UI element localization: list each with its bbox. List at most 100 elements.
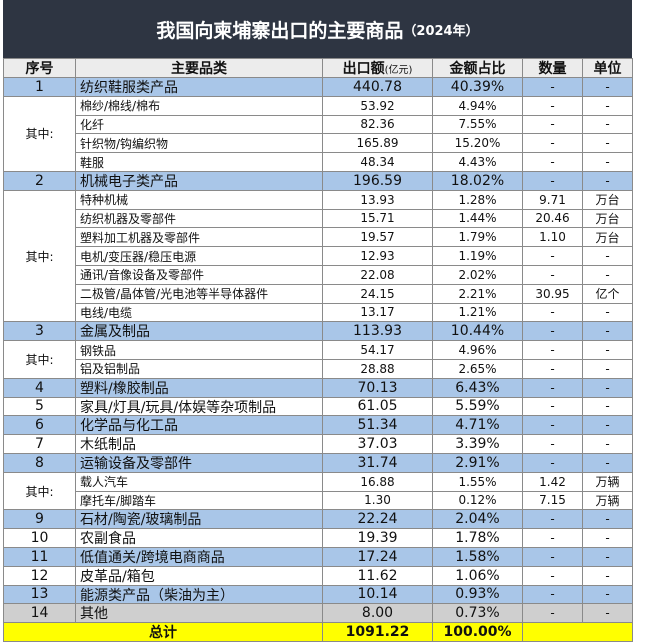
unit: -	[582, 528, 633, 548]
header-text: 出口额	[342, 61, 385, 77]
total-share: 100.00%	[432, 622, 523, 642]
quantity: -	[522, 77, 583, 97]
share: 7.55%	[432, 114, 523, 135]
header-cell: 金额占比	[432, 58, 523, 78]
amount: 24.15	[322, 283, 433, 304]
share: 1.78%	[432, 528, 523, 548]
quantity: -	[522, 359, 583, 379]
amount: 31.74	[322, 453, 433, 473]
share: 1.79%	[432, 227, 523, 248]
amount: 10.14	[322, 584, 433, 605]
quantity: -	[522, 95, 583, 116]
row-number: 8	[3, 453, 76, 473]
item-name: 铝及铝制品	[75, 359, 323, 379]
share: 10.44%	[432, 321, 523, 342]
item-name: 塑料加工机器及零部件	[75, 227, 323, 248]
share: 1.28%	[432, 189, 523, 210]
amount: 28.88	[322, 359, 433, 379]
quantity: -	[522, 302, 583, 323]
item-name: 化纤	[75, 114, 323, 135]
share: 1.55%	[432, 471, 523, 492]
row-number: 4	[3, 377, 76, 398]
amount: 61.05	[322, 396, 433, 417]
share: 6.43%	[432, 377, 523, 398]
item-name: 纺织机器及零部件	[75, 208, 323, 229]
quantity: -	[522, 603, 583, 624]
quantity: 7.15	[522, 490, 583, 511]
amount: 8.00	[322, 603, 433, 624]
amount: 70.13	[322, 377, 433, 398]
row-number: 3	[3, 321, 76, 342]
share: 1.58%	[432, 547, 523, 567]
header-cell: 出口额 (亿元)	[322, 58, 433, 78]
header-cell: 序号	[3, 58, 76, 78]
category-name: 纺织鞋服类产品	[75, 77, 323, 97]
quantity: -	[522, 340, 583, 360]
unit: -	[582, 434, 633, 454]
share: 1.06%	[432, 565, 523, 586]
quantity: -	[522, 152, 583, 172]
share: 4.94%	[432, 95, 523, 116]
unit: -	[582, 453, 633, 473]
category-name: 运输设备及零部件	[75, 453, 323, 473]
row-number: 13	[3, 584, 76, 605]
total-blank	[522, 622, 633, 642]
group-label: 其中:	[3, 95, 76, 172]
quantity: 1.10	[522, 227, 583, 248]
share: 1.19%	[432, 246, 523, 266]
quantity: -	[522, 584, 583, 605]
amount: 82.36	[322, 114, 433, 135]
unit: -	[582, 321, 633, 342]
quantity: -	[522, 434, 583, 454]
quantity: -	[522, 377, 583, 398]
share: 0.12%	[432, 490, 523, 511]
quantity: -	[522, 547, 583, 567]
unit: -	[582, 133, 633, 154]
category-name: 石材/陶瓷/玻璃制品	[75, 509, 323, 530]
amount: 196.59	[322, 171, 433, 191]
category-name: 金属及制品	[75, 321, 323, 342]
unit: -	[582, 547, 633, 567]
amount: 22.24	[322, 509, 433, 530]
unit: -	[582, 584, 633, 605]
quantity: -	[522, 171, 583, 191]
unit: -	[582, 95, 633, 116]
quantity: -	[522, 565, 583, 586]
item-name: 电机/变压器/稳压电源	[75, 246, 323, 266]
unit: -	[582, 171, 633, 191]
unit: -	[582, 377, 633, 398]
unit: 万台	[582, 227, 633, 248]
share: 1.21%	[432, 302, 523, 323]
amount: 12.93	[322, 246, 433, 266]
category-name: 化学品与化工品	[75, 415, 323, 436]
quantity: -	[522, 453, 583, 473]
amount: 11.62	[322, 565, 433, 586]
category-name: 家具/灯具/玩具/体娱等杂项制品	[75, 396, 323, 417]
category-name: 皮革品/箱包	[75, 565, 323, 586]
amount: 17.24	[322, 547, 433, 567]
title: 我国向柬埔寨出口的主要商品	[156, 19, 404, 42]
share: 2.04%	[432, 509, 523, 530]
quantity: -	[522, 133, 583, 154]
share: 4.96%	[432, 340, 523, 360]
quantity: 20.46	[522, 208, 583, 229]
category-name: 木纸制品	[75, 434, 323, 454]
category-name: 农副食品	[75, 528, 323, 548]
unit: -	[582, 77, 633, 97]
row-number: 9	[3, 509, 76, 530]
row-number: 14	[3, 603, 76, 624]
header-cell: 单位	[582, 58, 633, 78]
unit: -	[582, 396, 633, 417]
unit: -	[582, 603, 633, 624]
item-name: 摩托车/脚踏车	[75, 490, 323, 511]
amount: 440.78	[322, 77, 433, 97]
amount: 16.88	[322, 471, 433, 492]
share: 3.39%	[432, 434, 523, 454]
item-name: 棉纱/棉线/棉布	[75, 95, 323, 116]
total-amount: 1091.22	[322, 622, 433, 642]
amount: 53.92	[322, 95, 433, 116]
title-bar: 我国向柬埔寨出口的主要商品 （2024年）	[3, 0, 632, 58]
category-name: 机械电子类产品	[75, 171, 323, 191]
amount: 13.17	[322, 302, 433, 323]
unit: 万台	[582, 189, 633, 210]
